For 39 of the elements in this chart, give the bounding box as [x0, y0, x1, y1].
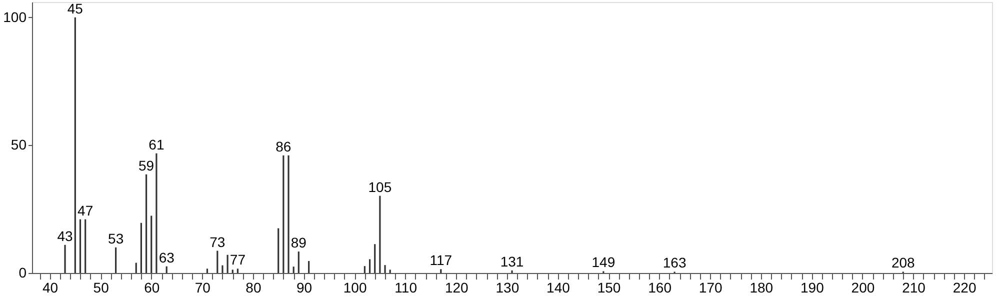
- x-tick-label: 130: [496, 280, 520, 296]
- y-tick-label: 0: [18, 264, 27, 280]
- annotation: 131: [500, 253, 524, 270]
- x-tick-label: 200: [851, 280, 875, 296]
- x-tick-label: 120: [444, 280, 469, 296]
- x-tick-label: 140: [546, 280, 570, 296]
- y-tick-label: 100: [3, 8, 27, 25]
- x-tick-label: 150: [597, 280, 621, 296]
- annotation: 63: [158, 249, 175, 266]
- annotation: 61: [148, 136, 164, 152]
- annotation: 43: [57, 228, 74, 244]
- x-tick-label: 220: [952, 280, 976, 296]
- x-tick-label: 210: [902, 280, 926, 296]
- x-tick-label: 80: [246, 280, 262, 296]
- x-tick-label: 40: [42, 280, 58, 296]
- x-tick-label: 190: [800, 280, 824, 296]
- annotation: 86: [276, 138, 292, 154]
- annotation: 208: [891, 254, 916, 271]
- annotation: 73: [210, 234, 226, 250]
- x-tick-label: 110: [394, 280, 418, 296]
- x-tick-label: 60: [144, 280, 160, 296]
- y-tick-label: 50: [10, 136, 27, 153]
- annotation: 149: [592, 254, 616, 270]
- x-tick-label: 160: [648, 280, 672, 296]
- x-tick-label: 50: [93, 280, 110, 296]
- annotation: 163: [662, 254, 686, 271]
- x-tick-label: 100: [343, 280, 367, 296]
- x-tick-label: 180: [750, 280, 774, 296]
- annotation: 45: [67, 0, 84, 16]
- annotation: 89: [290, 234, 307, 251]
- x-tick-label: 170: [698, 280, 722, 296]
- annotation: 53: [108, 230, 124, 246]
- annotation: 105: [368, 178, 392, 195]
- annotation: 77: [230, 252, 246, 268]
- annotation: 47: [78, 202, 94, 218]
- annotation: 117: [430, 252, 452, 268]
- x-tick-label: 90: [296, 280, 312, 296]
- x-tick-label: 70: [194, 280, 211, 296]
- annotation: 59: [138, 157, 154, 174]
